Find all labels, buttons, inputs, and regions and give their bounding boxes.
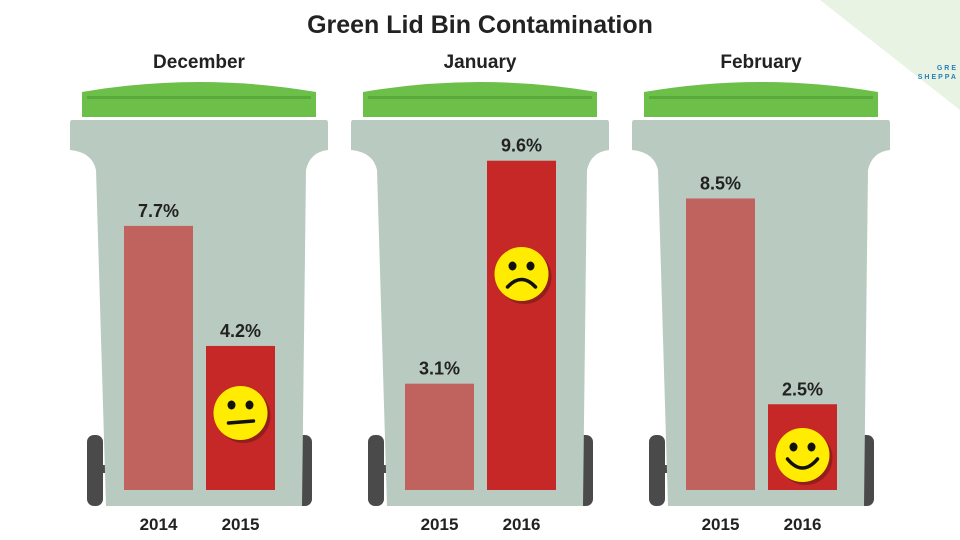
bar-value-label: 7.7% <box>138 201 179 221</box>
year-label: 2015 <box>222 515 260 534</box>
bar-value-label: 8.5% <box>700 173 741 193</box>
logo-background <box>820 0 960 110</box>
year-label: 2014 <box>140 515 178 534</box>
happy-face-icon <box>775 428 833 485</box>
bin-body <box>351 120 609 506</box>
bar-2016 <box>487 160 556 490</box>
bar-value-label: 9.6% <box>501 136 542 156</box>
logo-line2: SHEPPA <box>918 74 958 81</box>
bar-2015 <box>405 383 474 490</box>
wheel-left <box>649 435 665 506</box>
bar-value-label: 3.1% <box>419 359 460 379</box>
year-label: 2016 <box>503 515 541 534</box>
bar-2015 <box>686 198 755 490</box>
bar-value-label: 2.5% <box>782 379 823 399</box>
bin-group-december: December 7.7% 2014 4.2% 2015 <box>70 52 328 534</box>
bin-body <box>70 120 328 506</box>
bin-lid <box>644 82 878 117</box>
bin-lid <box>82 82 316 117</box>
bar-2014 <box>124 225 193 490</box>
bin-body <box>632 120 890 506</box>
lid-groove <box>368 96 592 99</box>
lid-groove <box>649 96 873 99</box>
chart-title: Green Lid Bin Contamination <box>307 11 653 39</box>
lid-groove <box>87 96 311 99</box>
year-label: 2016 <box>784 515 822 534</box>
bar-value-label: 4.2% <box>220 321 261 341</box>
month-label: January <box>444 52 517 73</box>
year-label: 2015 <box>702 515 740 534</box>
bin-group-january: January 3.1% 2015 9.6% 2016 <box>351 52 609 534</box>
neutral-face-icon <box>213 386 271 443</box>
wheel-left <box>87 435 103 506</box>
sad-face-icon <box>494 247 552 304</box>
logo-line1: GRE <box>937 65 958 72</box>
month-label: February <box>720 52 802 73</box>
wheel-left <box>368 435 384 506</box>
bin-lid <box>363 82 597 117</box>
bin-group-february: February 8.5% 2015 2.5% 2016 <box>632 52 890 534</box>
year-label: 2015 <box>421 515 459 534</box>
month-label: December <box>153 52 245 73</box>
